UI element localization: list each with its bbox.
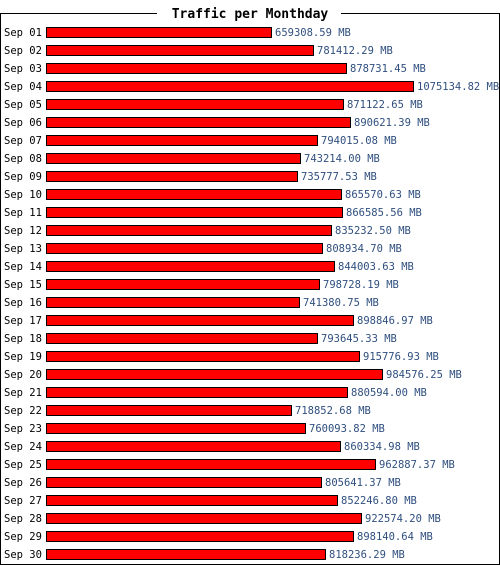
category-label: Sep 06 — [4, 117, 42, 129]
bar — [46, 207, 343, 218]
category-label: Sep 09 — [4, 171, 42, 183]
bar — [46, 63, 347, 74]
bar — [46, 531, 354, 542]
category-label: Sep 28 — [4, 513, 42, 525]
bar — [46, 81, 414, 92]
category-label: Sep 18 — [4, 333, 42, 345]
value-label: 860334.98 MB — [344, 441, 420, 453]
bar — [46, 423, 306, 434]
category-label: Sep 04 — [4, 81, 42, 93]
bar — [46, 45, 314, 56]
bar — [46, 333, 318, 344]
value-label: 866585.56 MB — [346, 207, 422, 219]
category-label: Sep 26 — [4, 477, 42, 489]
bar — [46, 243, 323, 254]
category-label: Sep 14 — [4, 261, 42, 273]
value-label: 890621.39 MB — [354, 117, 430, 129]
value-label: 794015.08 MB — [321, 135, 397, 147]
chart-title: Traffic per Monthday — [172, 7, 329, 22]
bar — [46, 99, 344, 110]
category-label: Sep 23 — [4, 423, 42, 435]
bar — [46, 315, 354, 326]
value-label: 962887.37 MB — [379, 459, 455, 471]
bar — [46, 369, 383, 380]
value-label: 818236.29 MB — [329, 549, 405, 561]
value-label: 805641.37 MB — [325, 477, 401, 489]
bar — [46, 495, 338, 506]
bar — [46, 189, 342, 200]
category-label: Sep 10 — [4, 189, 42, 201]
category-label: Sep 29 — [4, 531, 42, 543]
bar — [46, 153, 301, 164]
category-label: Sep 03 — [4, 63, 42, 75]
value-label: 718852.68 MB — [295, 405, 371, 417]
bar — [46, 405, 292, 416]
bar — [46, 171, 298, 182]
bar — [46, 117, 351, 128]
bar — [46, 27, 272, 38]
category-label: Sep 30 — [4, 549, 42, 561]
category-label: Sep 07 — [4, 135, 42, 147]
category-label: Sep 15 — [4, 279, 42, 291]
bar — [46, 477, 322, 488]
category-label: Sep 08 — [4, 153, 42, 165]
value-label: 852246.80 MB — [341, 495, 417, 507]
value-label: 898846.97 MB — [357, 315, 433, 327]
bar — [46, 261, 335, 272]
value-label: 865570.63 MB — [345, 189, 421, 201]
value-label: 659308.59 MB — [275, 27, 351, 39]
value-label: 871122.65 MB — [347, 99, 423, 111]
category-label: Sep 19 — [4, 351, 42, 363]
category-label: Sep 22 — [4, 405, 42, 417]
value-label: 781412.29 MB — [317, 45, 393, 57]
category-label: Sep 20 — [4, 369, 42, 381]
value-label: 835232.50 MB — [335, 225, 411, 237]
value-label: 844003.63 MB — [338, 261, 414, 273]
value-label: 743214.00 MB — [304, 153, 380, 165]
category-label: Sep 24 — [4, 441, 42, 453]
value-label: 880594.00 MB — [351, 387, 427, 399]
category-label: Sep 01 — [4, 27, 42, 39]
category-label: Sep 27 — [4, 495, 42, 507]
value-label: 1075134.82 MB — [417, 81, 499, 93]
category-label: Sep 05 — [4, 99, 42, 111]
bar — [46, 279, 320, 290]
category-label: Sep 02 — [4, 45, 42, 57]
bar — [46, 459, 376, 470]
category-label: Sep 13 — [4, 243, 42, 255]
value-label: 898140.64 MB — [357, 531, 433, 543]
value-label: 798728.19 MB — [323, 279, 399, 291]
value-label: 808934.70 MB — [326, 243, 402, 255]
category-label: Sep 17 — [4, 315, 42, 327]
value-label: 878731.45 MB — [350, 63, 426, 75]
value-label: 760093.82 MB — [309, 423, 385, 435]
bar — [46, 351, 360, 362]
bars-layer: Sep 01 659308.59 MB Sep 02 781412.29 MB Sep … — [4, 27, 499, 561]
category-label: Sep 12 — [4, 225, 42, 237]
bar — [46, 297, 300, 308]
value-label: 793645.33 MB — [321, 333, 397, 345]
category-label: Sep 11 — [4, 207, 42, 219]
category-label: Sep 21 — [4, 387, 42, 399]
category-label: Sep 25 — [4, 459, 42, 471]
value-label: 922574.20 MB — [365, 513, 441, 525]
bar — [46, 441, 341, 452]
bar — [46, 513, 362, 524]
value-label: 741380.75 MB — [303, 297, 379, 309]
bar — [46, 549, 326, 560]
title-background — [157, 5, 341, 21]
value-label: 915776.93 MB — [363, 351, 439, 363]
bar — [46, 135, 318, 146]
bar — [46, 225, 332, 236]
value-label: 735777.53 MB — [301, 171, 377, 183]
bar — [46, 387, 348, 398]
category-label: Sep 16 — [4, 297, 42, 309]
value-label: 984576.25 MB — [386, 369, 462, 381]
